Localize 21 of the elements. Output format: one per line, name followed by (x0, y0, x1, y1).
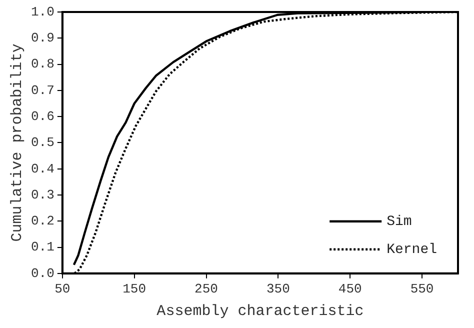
y-tick-label: 0.7 (31, 82, 54, 98)
x-tick-label: 550 (410, 282, 434, 297)
y-tick-label: 0.4 (31, 161, 55, 176)
y-tick-label: 0.5 (31, 135, 54, 150)
x-tick-label: 150 (122, 282, 146, 297)
x-tick-label: 450 (338, 282, 362, 297)
y-tick-label: 0.3 (31, 187, 54, 202)
y-tick-label: 0.6 (31, 108, 54, 124)
y-tick-label: 1.0 (31, 4, 54, 20)
x-tick-label: 50 (54, 282, 70, 297)
x-tick-label: 250 (194, 282, 218, 297)
legend-label: Kernel (386, 242, 438, 258)
y-tick-label: 0.0 (31, 266, 54, 281)
y-tick-label: 0.9 (31, 30, 54, 46)
x-tick-label: 350 (266, 282, 290, 297)
legend-label: Sim (386, 214, 412, 230)
y-tick-label: 0.2 (31, 214, 54, 229)
y-tick-label: 0.8 (31, 56, 54, 72)
x-axis-title: Assembly characteristic (156, 302, 364, 320)
y-tick-label: 0.1 (31, 240, 55, 255)
y-axis-title: Cumulative probability (8, 44, 26, 242)
